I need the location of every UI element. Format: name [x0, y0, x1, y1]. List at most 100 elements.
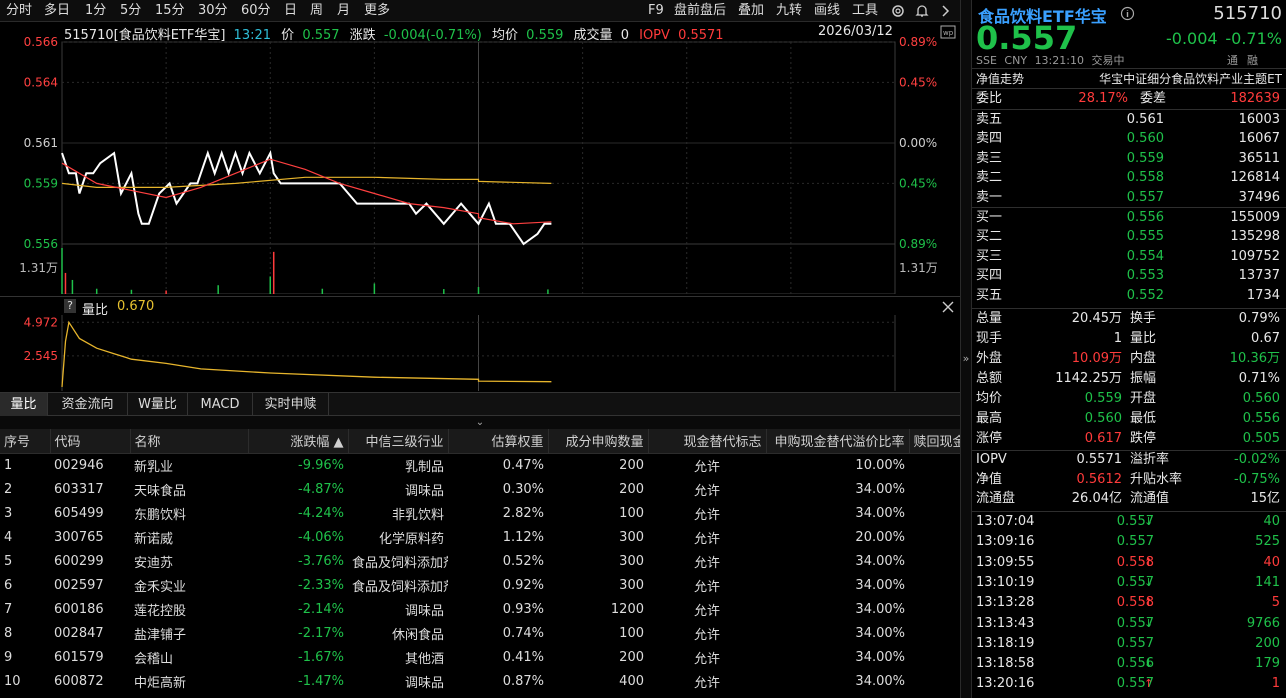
stat-label: 开盘: [1130, 391, 1157, 406]
close-icon[interactable]: [941, 300, 955, 314]
table-row[interactable]: 7 600186 莲花控股 -2.14% 调味品 0.93% 1200 允许 34.00%: [0, 597, 960, 621]
tab-volume-ratio[interactable]: 量比: [0, 393, 48, 416]
column-header[interactable]: 成分申购数量: [548, 429, 649, 454]
table-row[interactable]: 3 605499 东鹏饮料 -4.24% 非乳饮料 2.82% 100 允许 34.00%: [0, 501, 960, 525]
iopv-value: -0.75%: [1234, 471, 1280, 487]
stock-code: 600299: [54, 553, 104, 569]
iopv-value: 0.5571: [1076, 452, 1123, 467]
tab-60min[interactable]: 60分: [241, 3, 271, 18]
f9-button[interactable]: F9: [648, 3, 664, 18]
bell-icon[interactable]: [914, 3, 930, 19]
volume-ratio-panel: ? 量比 0.670 4.972 2.545: [0, 296, 960, 391]
column-header[interactable]: 代码: [50, 429, 131, 454]
tab-multiday[interactable]: 多日: [44, 3, 71, 18]
iopv-row: 净值 0.5612 升贴水率 -0.75%: [972, 470, 1286, 490]
table-row[interactable]: 8 002847 盐津铺子 -2.17% 休闲食品 0.74% 100 允许 34.00%: [0, 621, 960, 645]
intraday-chart[interactable]: 515710[食品饮料ETF华宝] 13:21 价 0.557 涨跌 -0.00…: [0, 22, 960, 294]
stat-row: 总量 20.45万 换手 0.79%: [972, 309, 1286, 329]
last-price: 0.557: [976, 19, 1078, 57]
ask-book: 卖五 0.561 16003 卖四 0.560 16067 卖三 0.559 36511 卖二 0.…: [972, 110, 1286, 207]
tick-price: 0.557: [1116, 676, 1154, 692]
tab-macd[interactable]: MACD: [188, 393, 253, 416]
tick-price: 0.557: [1116, 615, 1154, 631]
ask-row[interactable]: 卖二 0.558 126814: [972, 168, 1286, 188]
overlay-button[interactable]: 叠加: [738, 3, 765, 18]
trading-status: 交易中: [1091, 54, 1125, 67]
table-row[interactable]: 6 002597 金禾实业 -2.33% 食品及饲料添加剂 0.92% 300 允许 34.00…: [0, 573, 960, 597]
table-row[interactable]: 10 600872 中炬高新 -1.47% 调味品 0.87% 400 允许 34.00%: [0, 669, 960, 693]
redemption-cell: [909, 573, 960, 597]
iopv-value: 0.5571: [678, 28, 724, 43]
ask-row[interactable]: 卖五 0.561 16003: [972, 110, 1286, 130]
draw-line-button[interactable]: 画线: [814, 3, 841, 18]
column-header[interactable]: 估算权重: [448, 429, 549, 454]
bid-row[interactable]: 买三 0.554 109752: [972, 247, 1286, 267]
stock-code: 002946: [54, 457, 104, 473]
y-tick-label: 2.545: [24, 349, 58, 363]
table-row[interactable]: 4 300765 新诺威 -4.06% 化学原料药 1.12% 300 允许 20.00%: [0, 525, 960, 549]
tick-time: 13:09:16: [976, 534, 1035, 550]
tab-1min[interactable]: 1分: [85, 3, 107, 18]
tab-realtime-subscription[interactable]: 实时申赎: [253, 393, 329, 416]
column-header[interactable]: 现金替代标志: [648, 429, 767, 454]
tools-button[interactable]: 工具: [852, 3, 879, 18]
double-chevron-right-icon[interactable]: »: [962, 352, 970, 365]
est-weight: 0.47%: [502, 457, 544, 473]
column-header[interactable]: 名称: [130, 429, 249, 454]
stat-label: 振幅: [1130, 371, 1157, 386]
column-header[interactable]: 申购现金替代溢价比率: [766, 429, 910, 454]
tab-w-volume-ratio[interactable]: W量比: [128, 393, 188, 416]
tab-intraday[interactable]: 分时: [6, 3, 33, 18]
bid-row[interactable]: 买四 0.553 13737: [972, 266, 1286, 286]
tab-5min[interactable]: 5分: [120, 3, 142, 18]
iopv-value: 26.04亿: [1071, 491, 1122, 506]
help-icon[interactable]: ?: [64, 299, 76, 313]
bid-row[interactable]: 买一 0.556 155009: [972, 208, 1286, 228]
table-row[interactable]: 5 600299 安迪苏 -3.76% 食品及饲料添加剂 0.52% 300 允许 34.00%: [0, 549, 960, 573]
gear-icon[interactable]: [890, 3, 906, 19]
tick-volume: 1: [1271, 676, 1280, 692]
nav-trend-link[interactable]: 净值走势: [976, 72, 1025, 86]
table-row[interactable]: 9 601579 会稽山 -1.67% 其他酒 0.41% 200 允许 34.00%: [0, 645, 960, 669]
tab-30min[interactable]: 30分: [198, 3, 228, 18]
bid-row[interactable]: 买五 0.552 1734: [972, 286, 1286, 306]
bid-row[interactable]: 买二 0.555 135298: [972, 227, 1286, 247]
iopv-row: IOPV 0.5571 溢折率 -0.02%: [972, 450, 1286, 470]
arrow-down-icon: ↓: [1144, 515, 1154, 528]
tab-month[interactable]: 月: [337, 3, 351, 18]
sub-quantity: 200: [619, 457, 644, 473]
column-header[interactable]: 序号: [0, 429, 51, 454]
premarket-button[interactable]: 盘前盘后: [674, 3, 727, 18]
wp-icon[interactable]: wp: [940, 25, 956, 39]
ask-row[interactable]: 卖一 0.557 37496: [972, 188, 1286, 208]
volume-axis-label-right: 1.31万: [899, 261, 938, 275]
pct-change: -4.24%: [298, 505, 344, 521]
chevron-right-icon[interactable]: [940, 4, 952, 18]
ask-row[interactable]: 卖四 0.560 16067: [972, 129, 1286, 149]
industry: 化学原料药: [378, 531, 444, 547]
tick-time: 13:07:04: [976, 514, 1035, 529]
tab-more[interactable]: 更多: [364, 3, 391, 18]
tick-volume: 141: [1255, 574, 1280, 590]
tab-week[interactable]: 周: [310, 3, 324, 18]
tab-capital-flow[interactable]: 资金流向: [48, 393, 128, 416]
column-header[interactable]: 涨跌幅 ▲: [248, 429, 349, 454]
column-header[interactable]: 赎回现金: [909, 429, 960, 454]
tab-day[interactable]: 日: [284, 3, 298, 18]
panel-divider[interactable]: »: [960, 0, 972, 698]
sub-quantity: 200: [619, 649, 644, 665]
cash-premium-ratio: 34.00%: [855, 481, 905, 497]
ask-price: 0.557: [1126, 189, 1164, 205]
column-header[interactable]: 中信三级行业: [348, 429, 449, 454]
table-row[interactable]: 1 002946 新乳业 -9.96% 乳制品 0.47% 200 允许 10.00%: [0, 453, 960, 477]
tab-15min[interactable]: 15分: [155, 3, 185, 18]
iopv-label: 升贴水率: [1130, 471, 1183, 487]
ask-row[interactable]: 卖三 0.559 36511: [972, 149, 1286, 169]
info-icon[interactable]: [1120, 6, 1135, 21]
table-row[interactable]: 2 603317 天味食品 -4.87% 调味品 0.30% 200 允许 34.00%: [0, 477, 960, 501]
stat-label: 均价: [976, 391, 1003, 406]
bid-book: 买一 0.556 155009 买二 0.555 135298 买三 0.554 109752 买…: [972, 208, 1286, 305]
chart-time: 13:21: [233, 28, 272, 43]
nine-turn-button[interactable]: 九转: [776, 3, 803, 18]
double-chevron-down-icon[interactable]: ⌄: [0, 416, 960, 429]
